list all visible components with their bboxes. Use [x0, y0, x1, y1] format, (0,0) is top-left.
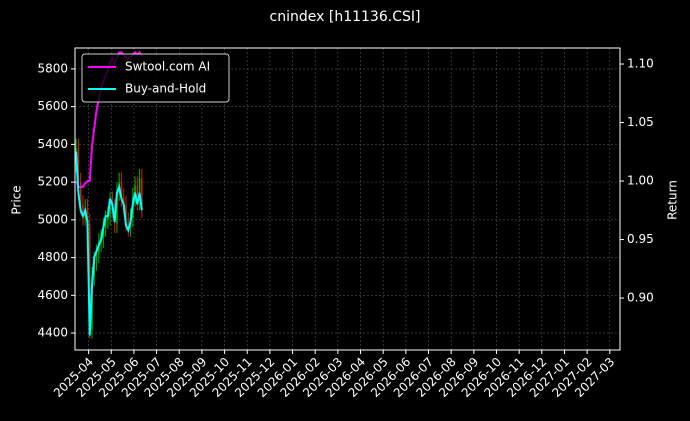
y2-tick-label: 1.10	[627, 57, 654, 71]
y2-tick-label: 1.05	[627, 115, 654, 129]
candle-body	[127, 221, 130, 228]
y-tick-label: 5400	[37, 137, 68, 151]
plot-frame	[74, 47, 621, 351]
candle-body	[95, 253, 98, 262]
candle-body	[77, 148, 80, 183]
chart-title: cnindex [h11136.CSI]	[270, 9, 421, 25]
y2-tick-label: 1.00	[627, 174, 654, 188]
y-tick-label: 5600	[37, 99, 68, 113]
candle-body	[88, 223, 91, 330]
candle-body	[116, 191, 118, 224]
candle-body	[134, 185, 136, 198]
y-axis-label: Price	[10, 185, 24, 214]
line-series	[75, 151, 143, 336]
y2-axis-label: Return	[666, 180, 680, 220]
candle-body	[107, 216, 109, 220]
y-tick-label: 4800	[37, 250, 68, 264]
candle-body	[141, 178, 143, 209]
y-tick-label: 4600	[37, 288, 68, 302]
legend-label: Swtool.com AI	[125, 60, 210, 74]
legend: Swtool.com AI Buy-and-Hold	[81, 53, 230, 103]
candle-body	[122, 197, 125, 205]
candle-body	[125, 204, 127, 222]
y-tick-label: 4400	[37, 326, 68, 340]
candle-body	[120, 182, 123, 198]
candle-body	[136, 185, 139, 201]
y-tick-label: 5800	[37, 61, 68, 75]
candle-body	[79, 182, 82, 205]
candle-body	[109, 200, 111, 217]
y-tick-label: 5000	[37, 212, 68, 226]
y2-tick-label: 0.90	[627, 291, 654, 305]
legend-label: Buy-and-Hold	[125, 82, 206, 96]
candle-body	[86, 208, 89, 224]
candle-body	[138, 178, 141, 201]
candle-body	[104, 219, 107, 228]
y2-tick-label: 0.95	[627, 232, 654, 246]
candle-body	[82, 204, 84, 217]
y-tick-label: 5200	[37, 175, 68, 189]
legend-box	[81, 53, 230, 103]
